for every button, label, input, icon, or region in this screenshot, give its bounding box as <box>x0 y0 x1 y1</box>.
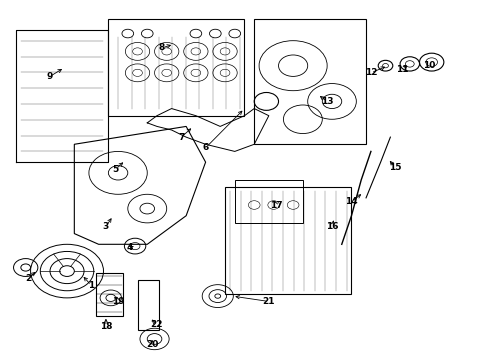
Text: 13: 13 <box>320 97 333 106</box>
Text: 20: 20 <box>145 340 158 349</box>
Text: 4: 4 <box>127 243 133 252</box>
Text: 7: 7 <box>178 132 184 141</box>
Text: 10: 10 <box>422 61 434 70</box>
Text: 21: 21 <box>262 297 274 306</box>
Text: 17: 17 <box>269 201 282 210</box>
Text: 3: 3 <box>102 222 109 231</box>
Text: 15: 15 <box>388 163 401 172</box>
Text: 16: 16 <box>325 222 338 231</box>
Bar <box>137 280 159 330</box>
Text: 5: 5 <box>112 165 119 174</box>
Text: 18: 18 <box>100 322 112 331</box>
Text: 14: 14 <box>345 197 357 206</box>
Text: 1: 1 <box>88 281 94 290</box>
Text: 6: 6 <box>202 143 208 152</box>
Text: 12: 12 <box>364 68 376 77</box>
Text: 8: 8 <box>159 43 164 52</box>
Text: 2: 2 <box>25 274 31 283</box>
Text: 19: 19 <box>112 297 124 306</box>
Text: 11: 11 <box>395 65 408 74</box>
Bar <box>96 273 122 316</box>
Text: 9: 9 <box>47 72 53 81</box>
Text: 22: 22 <box>150 320 163 329</box>
